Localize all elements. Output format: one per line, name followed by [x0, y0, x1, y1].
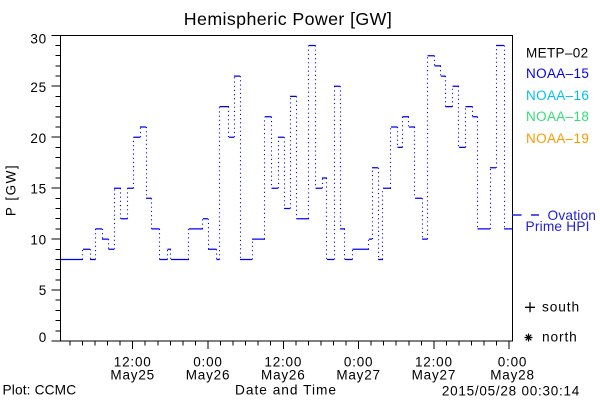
svg-text:NOAA–15: NOAA–15 — [526, 66, 589, 81]
svg-text:north: north — [542, 329, 578, 344]
svg-text:0:00: 0:00 — [498, 354, 527, 369]
svg-text:Plot: CCMC: Plot: CCMC — [3, 383, 77, 398]
svg-text:12:00: 12:00 — [264, 354, 302, 369]
svg-text:P [GW]: P [GW] — [4, 164, 19, 216]
svg-text:NOAA–16: NOAA–16 — [526, 88, 589, 103]
svg-text:0:00: 0:00 — [193, 354, 222, 369]
svg-text:Ovation: Ovation — [548, 208, 597, 223]
svg-text:NOAA–18: NOAA–18 — [526, 109, 589, 124]
svg-text:12:00: 12:00 — [114, 354, 152, 369]
svg-text:May28: May28 — [490, 367, 535, 382]
svg-text:May26: May26 — [186, 367, 231, 382]
svg-text:May27: May27 — [336, 367, 381, 382]
svg-text:5: 5 — [39, 283, 47, 298]
svg-text:May25: May25 — [110, 367, 155, 382]
svg-text:Hemispheric Power [GW]: Hemispheric Power [GW] — [184, 9, 392, 29]
svg-text:25: 25 — [30, 80, 47, 95]
svg-text:May26: May26 — [261, 367, 306, 382]
svg-text:30: 30 — [30, 32, 47, 47]
svg-text:south: south — [542, 300, 580, 315]
svg-text:10: 10 — [30, 232, 47, 247]
svg-text:12:00: 12:00 — [415, 354, 453, 369]
svg-text:0:00: 0:00 — [344, 354, 373, 369]
svg-text:NOAA–19: NOAA–19 — [526, 131, 589, 146]
svg-text:0: 0 — [39, 330, 47, 345]
svg-text:20: 20 — [30, 131, 47, 146]
svg-text:2015/05/28 00:30:14: 2015/05/28 00:30:14 — [442, 384, 580, 399]
svg-text:Date and Time: Date and Time — [235, 383, 337, 398]
svg-text:15: 15 — [30, 182, 47, 197]
svg-text:Prime HPI: Prime HPI — [526, 219, 590, 234]
svg-text:May27: May27 — [412, 367, 457, 382]
svg-text:METP–02: METP–02 — [526, 46, 588, 61]
